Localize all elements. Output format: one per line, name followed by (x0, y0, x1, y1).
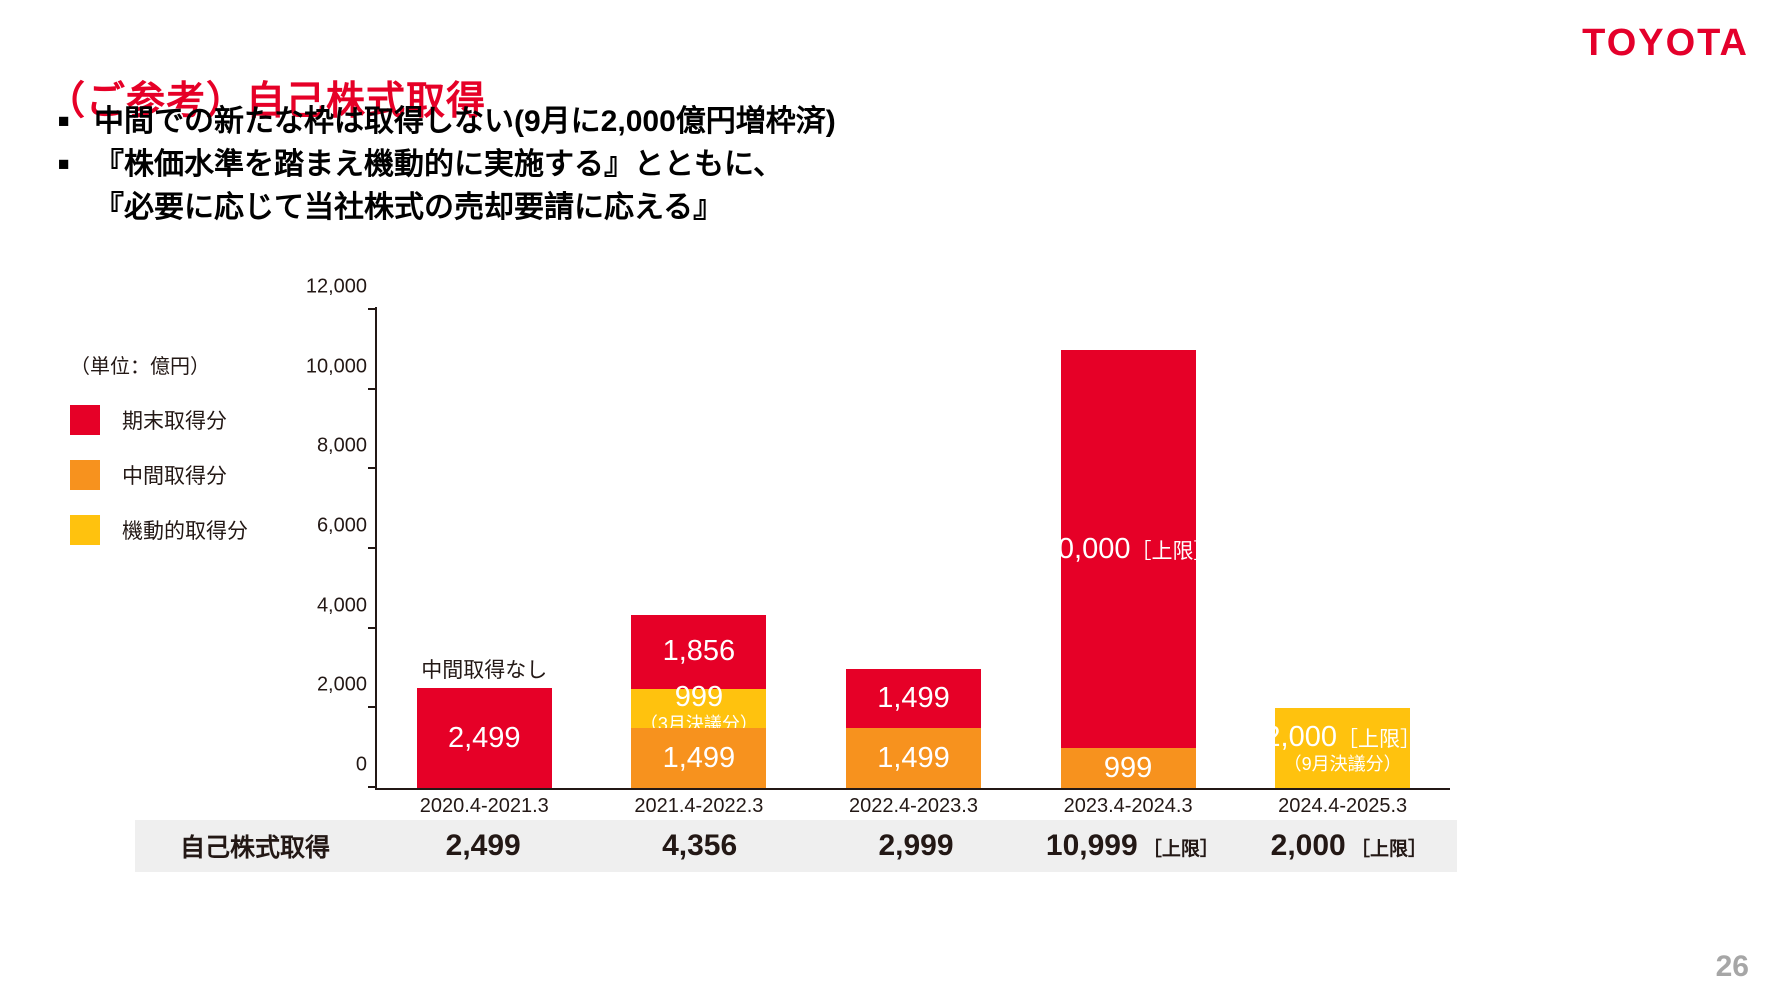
bar-segment-value: 1,499 (877, 682, 950, 715)
bar-segment: 10,000［上限］ (1042, 349, 1214, 749)
bullet-item: ■ 中間での新たな枠は取得しない(9月に2,000億円増枠済) (58, 103, 836, 141)
y-axis-tick-label: 10,000 (305, 355, 367, 378)
bar-column: 2,000［上限］ （9月決議分） 2024.4-2025.3 (1264, 708, 1421, 817)
legend-item: 機動的取得分 (70, 515, 248, 545)
bar-column: 1,856 999 （3月決議分） 1,499 2021.4-2022.3 (631, 614, 767, 817)
bullet-list: ■ 中間での新たな枠は取得しない(9月に2,000億円増枠済) ■ 『株価水準を踏まえ… (58, 103, 836, 232)
y-axis-tick-label: 12,000 (305, 275, 367, 298)
x-axis-category-label: 2023.4-2024.3 (1063, 795, 1193, 817)
x-axis-category-label: 2024.4-2025.3 (1278, 795, 1408, 817)
bar-column: 10,000［上限］ 999 2023.4-2024.3 (1042, 349, 1214, 817)
bar-segment-value: 10,000［上限］ (1041, 532, 1215, 565)
bar-segment-value: 2,000［上限］ (1264, 721, 1421, 754)
summary-cell-caption: ［上限］ (1345, 839, 1427, 860)
bar-segment-value: 999 (674, 681, 724, 714)
bar-segment: 999 （3月決議分） (631, 682, 767, 734)
bar-segment: 1,499 (845, 668, 982, 729)
y-axis-tick-mark (368, 308, 377, 310)
legend-items: 期末取得分中間取得分機動的取得分 (70, 405, 248, 545)
legend-color-swatch (70, 515, 100, 545)
legend-item: 中間取得分 (70, 460, 248, 490)
y-axis-tick-mark (368, 387, 377, 390)
y-axis-tick-label: 4,000 (316, 594, 367, 617)
bullet-marker-icon: ■ (58, 154, 70, 175)
y-axis-tick-mark (368, 626, 377, 629)
summary-table-cell: 10,999 ［上限］ (1045, 829, 1219, 862)
summary-table-cell: 2,499 (445, 829, 521, 862)
summary-table: 自己株式取得 2,499 4,356 2,999 10,999 ［上限］ 2,000 ［… (135, 820, 1457, 872)
bullet-item: ■ 『株価水準を踏まえ機動的に実施する』とともに、 (58, 146, 836, 184)
bar-segment-caption: ［上限］ (1130, 539, 1215, 563)
y-axis-tick-label: 6,000 (316, 514, 367, 537)
summary-cell-caption: ［上限］ (1137, 839, 1219, 860)
bullet-text: 『必要に応じて当社株式の売却要請に応える』 (94, 191, 724, 224)
page-number: 26 (1715, 950, 1749, 983)
legend-label: 期末取得分 (122, 410, 227, 433)
y-axis-tick-mark (368, 547, 377, 549)
legend-label: 機動的取得分 (122, 520, 248, 543)
summary-table-header: 自己株式取得 (179, 834, 330, 862)
stacked-bar-chart: 0 2,000 4,000 6,000 8,000 10,000 12,000 2,499 中間… (270, 276, 1450, 817)
y-axis-tick-mark (368, 467, 377, 470)
x-axis-category-label: 2022.4-2023.3 (848, 795, 978, 817)
bar-segment: 2,000［上限］ （9月決議分） (1264, 708, 1421, 788)
bar-segment: 999 (1060, 748, 1196, 788)
bar-segment: 2,499 (416, 688, 552, 788)
y-axis-tick-label: 2,000 (316, 673, 367, 696)
bullet-text: 中間での新たな枠は取得しない(9月に2,000億円増枠済) (94, 105, 836, 138)
chart-plot-area: 0 2,000 4,000 6,000 8,000 10,000 12,000 2,499 中間… (306, 276, 1450, 817)
bar-segment-value: 999 (1103, 751, 1153, 784)
bullet-marker-icon: ■ (58, 111, 70, 132)
bar-column: 1,499 1,499 2022.4-2023.3 (845, 668, 982, 817)
bar-segment-value: 1,856 (662, 635, 736, 668)
y-axis-tick-mark (368, 706, 377, 709)
legend-color-swatch (70, 405, 100, 435)
summary-table-cell: 2,000 ［上限］ (1270, 829, 1427, 862)
bar-segment-note: （9月決議分） (1283, 753, 1402, 774)
summary-table-cells: 2,499 4,356 2,999 10,999 ［上限］ 2,000 ［上限］ (375, 829, 1457, 863)
legend-unit-label: （単位：億円） (70, 356, 210, 378)
legend-color-swatch (70, 460, 100, 490)
summary-table-cell: 2,999 (878, 829, 954, 862)
bar-segment-value: 1,499 (877, 741, 950, 774)
summary-table-cell: 4,356 (662, 829, 738, 862)
bar-segment-value: 1,499 (662, 741, 736, 774)
y-axis-tick-label: 0 (355, 753, 367, 776)
y-axis-tick-label: 8,000 (316, 434, 367, 457)
legend-item: 期末取得分 (70, 405, 248, 435)
x-axis-category-label: 2020.4-2021.3 (419, 795, 549, 817)
bar-above-note: 中間取得なし (421, 659, 548, 683)
legend-label: 中間取得分 (122, 465, 227, 488)
bar-segment: 1,856 (631, 614, 767, 689)
page-title: （ご参考）自己株式取得 (46, 80, 487, 124)
bar-segment-value: 2,499 (447, 722, 521, 755)
bar-segment-caption: ［上限］ (1336, 728, 1421, 752)
bullet-item: 『必要に応じて当社株式の売却要請に応える』 (58, 189, 836, 227)
bar-column: 2,499 中間取得なし 2020.4-2021.3 (416, 659, 552, 817)
y-axis-tick-mark (368, 786, 377, 788)
chart-legend: （単位：億円） 期末取得分中間取得分機動的取得分 (70, 350, 248, 570)
bar-segment: 1,499 (631, 728, 767, 788)
x-axis-category-label: 2021.4-2022.3 (634, 795, 764, 817)
bar-segment: 1,499 (845, 728, 982, 788)
toyota-logo: TOYOTA (1582, 22, 1749, 64)
bullet-text: 『株価水準を踏まえ機動的に実施する』とともに、 (94, 148, 784, 181)
